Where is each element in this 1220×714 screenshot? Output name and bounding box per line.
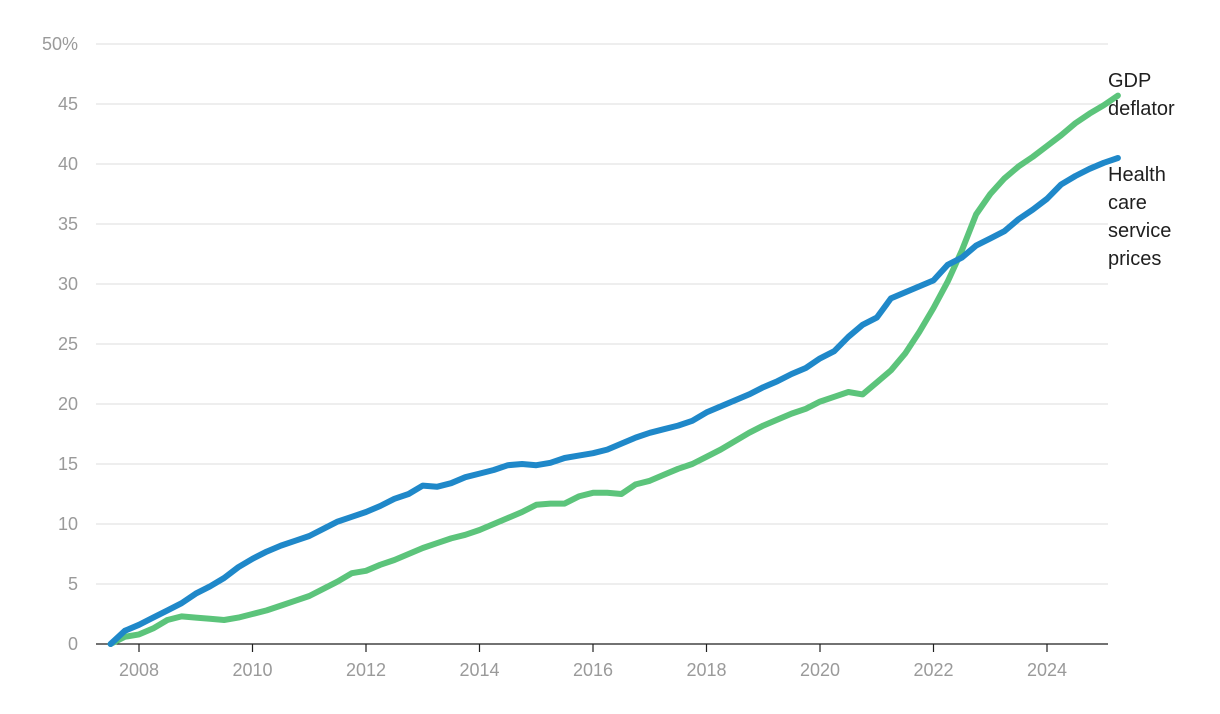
series-line-gdp [107,92,1121,647]
y-tick-label: 20 [58,394,78,414]
y-tick-label: 35 [58,214,78,234]
series-label-line: prices [1108,248,1161,270]
gridlines [96,43,1108,585]
series-labels: GDP deflator Health care service prices [1108,70,1175,270]
y-tick-label: 25 [58,334,78,354]
series-label-health: Health care service prices [1108,164,1171,270]
series-label-line: service [1108,220,1171,242]
y-axis-ticks: 0 5 10 15 20 25 30 35 40 45 50% [42,34,78,654]
y-tick-label: 30 [58,274,78,294]
y-tick-label: 15 [58,454,78,474]
y-tick-label: 0 [68,634,78,654]
x-tick-label: 2008 [119,660,159,680]
series-lines [107,92,1121,647]
x-tick-label: 2020 [800,660,840,680]
series-label-line: GDP [1108,70,1151,92]
y-tick-label: 5 [68,574,78,594]
x-tick-label: 2010 [232,660,272,680]
series-line-health [107,155,1121,647]
y-tick-label: 10 [58,514,78,534]
x-tick-label: 2012 [346,660,386,680]
y-tick-label: 50% [42,34,78,54]
x-tick-label: 2018 [686,660,726,680]
series-label-line: deflator [1108,98,1175,120]
series-label-line: care [1108,192,1147,214]
series-label-gdp: GDP deflator [1108,70,1175,120]
x-tick-label: 2014 [459,660,499,680]
x-tick-label: 2022 [913,660,953,680]
x-tick-label: 2016 [573,660,613,680]
series-label-line: Health [1108,164,1166,186]
y-tick-label: 45 [58,94,78,114]
y-tick-label: 40 [58,154,78,174]
x-tick-label: 2024 [1027,660,1067,680]
x-axis-ticks: 2008 2010 2012 2014 2016 2018 2020 2022 2024 [119,644,1067,680]
